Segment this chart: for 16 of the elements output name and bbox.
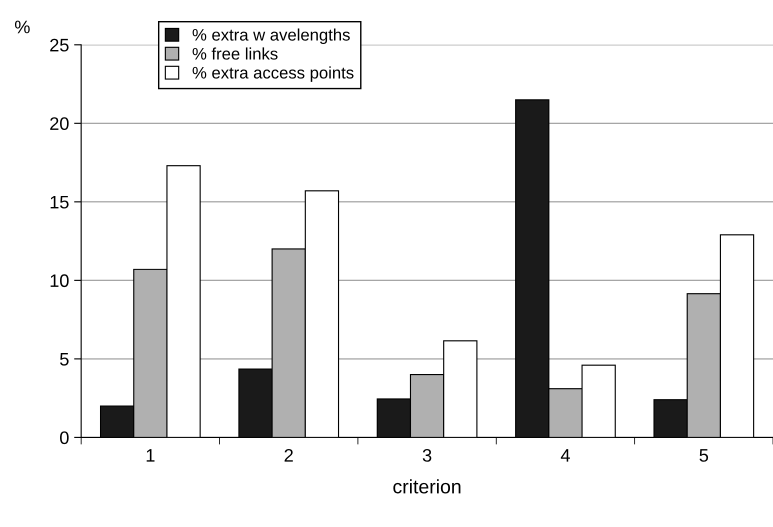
legend-label: % extra w avelengths (192, 28, 350, 44)
y-tick-label: 0 (60, 431, 69, 444)
y-tick-label: 25 (50, 38, 69, 52)
x-axis-title: criterion (393, 479, 460, 494)
x-tick-label: 3 (422, 449, 432, 462)
legend-label: % extra access points (192, 66, 354, 82)
y-tick-label: 5 (60, 353, 69, 366)
x-tick-label: 4 (560, 449, 570, 462)
x-tick-label: 5 (700, 449, 708, 462)
y-tick-label: 15 (50, 196, 69, 209)
y-tick-label: 10 (50, 274, 69, 288)
legend-label: % free links (192, 47, 278, 60)
y-axis-title: % (14, 20, 30, 34)
y-tick-label: 20 (50, 117, 69, 130)
x-tick-label: 2 (284, 449, 293, 462)
x-tick-label: 1 (146, 449, 154, 462)
